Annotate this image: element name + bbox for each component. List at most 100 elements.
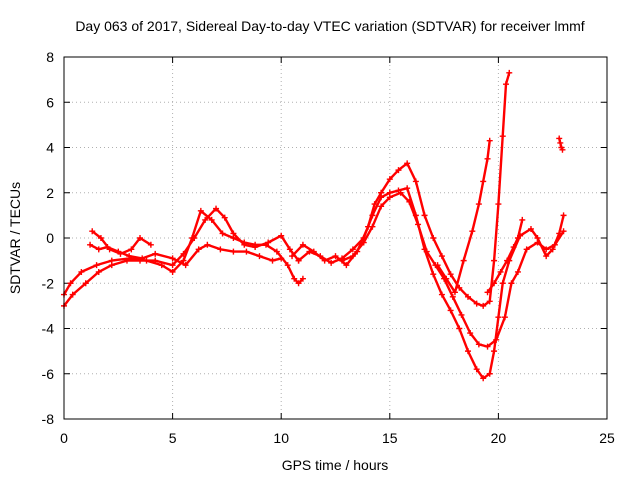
data-point-marker	[95, 268, 102, 275]
data-point-marker	[460, 257, 467, 264]
data-point-marker	[464, 293, 471, 300]
series-trace	[90, 229, 153, 256]
series-layer	[61, 69, 567, 382]
data-point-marker	[551, 241, 558, 248]
data-point-marker	[412, 178, 419, 185]
data-point-marker	[449, 293, 456, 300]
x-tick-label: 5	[169, 430, 177, 446]
data-point-marker	[191, 235, 198, 241]
data-point-marker	[395, 167, 402, 174]
data-point-marker	[475, 341, 482, 348]
data-point-marker	[486, 370, 493, 377]
data-point-marker	[369, 212, 376, 219]
data-point-marker	[139, 255, 146, 262]
data-point-marker	[504, 257, 511, 264]
data-point-marker	[273, 248, 280, 255]
data-point-marker	[343, 262, 350, 269]
data-point-marker	[278, 232, 285, 239]
data-point-marker	[491, 257, 498, 264]
data-point-marker	[213, 205, 220, 212]
data-point-marker	[108, 262, 115, 269]
data-point-marker	[180, 257, 187, 264]
data-point-marker	[339, 257, 346, 264]
data-point-marker	[404, 185, 411, 192]
chart-title: Day 063 of 2017, Sidereal Day-to-day VTE…	[75, 18, 584, 34]
data-point-marker	[447, 307, 454, 314]
data-point-marker	[195, 246, 202, 253]
data-point-marker	[480, 178, 487, 185]
data-point-marker	[67, 280, 74, 287]
data-point-marker	[284, 262, 291, 269]
data-point-marker	[493, 336, 500, 343]
data-point-marker	[543, 246, 550, 253]
data-point-marker	[491, 280, 498, 287]
data-point-marker	[543, 253, 550, 260]
data-point-marker	[123, 257, 130, 264]
data-point-marker	[534, 239, 541, 246]
data-point-marker	[241, 241, 248, 248]
data-point-marker	[501, 314, 508, 321]
data-point-marker	[421, 212, 428, 219]
data-point-marker	[560, 228, 567, 235]
data-point-marker	[349, 246, 356, 253]
series-trace	[436, 139, 491, 294]
series-track-4	[89, 228, 154, 257]
data-point-marker	[202, 216, 209, 223]
data-point-marker	[480, 302, 487, 309]
data-point-marker	[378, 194, 385, 201]
series-track-10	[556, 135, 566, 153]
data-point-marker	[169, 262, 176, 269]
data-point-marker	[486, 298, 493, 305]
data-point-marker	[243, 248, 250, 255]
data-point-marker	[208, 216, 215, 223]
x-tick-label: 0	[60, 430, 68, 446]
x-tick-label: 25	[599, 430, 615, 446]
data-point-marker	[527, 225, 534, 232]
x-tick-label: 20	[491, 430, 507, 446]
data-point-marker	[423, 248, 430, 255]
data-point-marker	[499, 133, 506, 140]
data-point-marker	[458, 311, 465, 318]
data-point-marker	[278, 255, 285, 262]
data-point-marker	[484, 343, 491, 350]
data-point-marker	[386, 194, 393, 201]
data-point-marker	[523, 246, 530, 253]
data-point-marker	[514, 268, 521, 275]
data-point-marker	[508, 280, 515, 287]
data-point-marker	[447, 271, 454, 278]
data-point-marker	[467, 330, 474, 337]
data-point-marker	[306, 248, 313, 255]
data-point-marker	[87, 241, 94, 248]
data-point-marker	[404, 160, 411, 167]
data-point-marker	[360, 239, 367, 246]
series-track-8	[434, 137, 493, 296]
data-point-marker	[430, 271, 437, 278]
y-tick-label: 2	[46, 185, 54, 201]
data-point-marker	[430, 235, 437, 241]
data-point-marker	[252, 244, 259, 251]
data-point-marker	[386, 176, 393, 183]
data-point-marker	[484, 155, 491, 162]
data-point-marker	[97, 235, 104, 241]
data-point-marker	[230, 248, 237, 255]
data-point-marker	[415, 221, 422, 228]
y-tick-label: 4	[46, 140, 54, 156]
data-point-marker	[491, 348, 498, 355]
data-point-marker	[204, 241, 211, 248]
data-point-marker	[495, 201, 502, 208]
data-point-marker	[265, 239, 272, 246]
data-point-marker	[269, 257, 276, 264]
data-point-marker	[317, 253, 324, 260]
data-point-marker	[117, 250, 124, 257]
data-point-marker	[221, 214, 228, 221]
data-point-marker	[299, 241, 306, 248]
data-point-marker	[434, 262, 441, 269]
data-point-marker	[180, 250, 187, 257]
data-point-marker	[480, 375, 487, 382]
data-point-marker	[95, 246, 102, 253]
data-point-marker	[469, 228, 476, 235]
data-point-marker	[557, 139, 564, 146]
data-point-marker	[464, 348, 471, 355]
data-point-marker	[506, 69, 513, 76]
data-point-marker	[510, 244, 517, 251]
